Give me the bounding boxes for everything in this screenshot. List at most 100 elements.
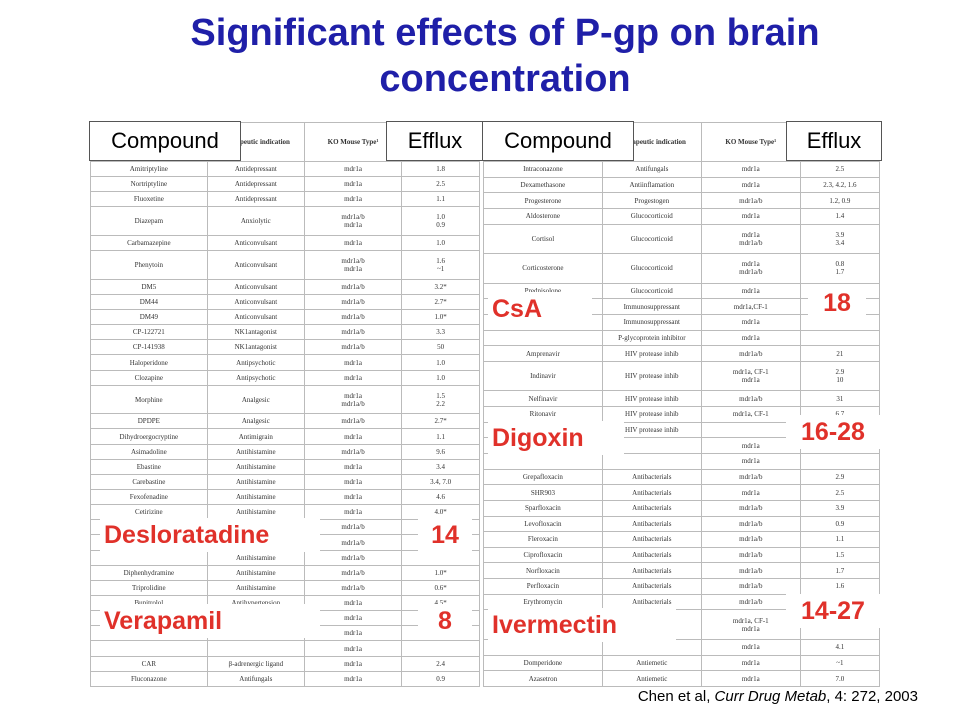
table-row: SHR903 Antibacterials mdr1a 2.5 xyxy=(483,484,881,501)
table-row: mdr1a 4.1 xyxy=(483,638,881,656)
cell: 2.5 xyxy=(799,484,881,501)
cell: Glucocorticoid xyxy=(601,207,702,225)
header-efflux: Efflux xyxy=(386,121,484,161)
cell xyxy=(799,452,881,470)
cell: mdr1a/b xyxy=(700,531,801,548)
cell: HIV protease inhib xyxy=(601,360,702,392)
cell: mdr1a/b xyxy=(303,413,403,430)
cell: Progestogen xyxy=(601,192,702,209)
cell: mdr1a/b xyxy=(700,578,801,595)
cell: 3.9 xyxy=(799,499,881,517)
cell: CAR xyxy=(90,655,208,672)
citation-authors: Chen et al, xyxy=(637,688,715,705)
table-row: Ciprofloxacin Antibacterials mdr1a/b 1.5 xyxy=(483,546,881,564)
cell: mdr1a/b xyxy=(700,345,801,362)
cell: mdr1a xyxy=(700,670,801,687)
cell: mdr1a xyxy=(700,452,801,470)
cell: Ciprofloxacin xyxy=(483,546,603,564)
cell: mdr1a xyxy=(303,354,403,371)
cell: 4.1 xyxy=(799,638,881,656)
cell: Domperidone xyxy=(483,654,603,672)
cell: mdr1a xyxy=(303,160,403,178)
cell: mdr1a xyxy=(700,313,801,331)
cell: mdr1a xyxy=(303,655,403,672)
cell: Corticosterone xyxy=(483,253,603,284)
callout-efflux: 18 xyxy=(808,286,866,320)
left-table: Therapeutic indication KO Mouse Type¹ Amit… xyxy=(90,122,480,688)
cell: Aldosterone xyxy=(483,207,603,225)
cell: Phenytoin xyxy=(90,250,208,280)
cell: mdr1a xyxy=(303,489,403,506)
table-row: Perfloxacin Antibacterials mdr1a/b 1.6 xyxy=(483,578,881,595)
table-row: Morphine Analgesic mdr1a mdr1a/b 1.5 2.2 xyxy=(90,384,480,415)
table-row: Corticosterone Glucocorticoid mdr1a mdr1a/… xyxy=(483,253,881,284)
cell: Analgesic xyxy=(206,413,305,430)
cell: 3.4, 7.0 xyxy=(401,473,480,491)
cell: 1.0 xyxy=(401,369,480,386)
cell: 2.5 xyxy=(401,176,480,193)
table-row: CP-122721 NK1antagonist mdr1a/b 3.3 xyxy=(90,324,480,341)
cell: Antihistamine xyxy=(206,549,305,566)
cell: 0.9 xyxy=(799,515,881,533)
cell: P-glycoprotein inhibitor xyxy=(601,329,702,347)
cell: mdr1a/b xyxy=(303,309,403,326)
cell: Levofloxacin xyxy=(483,515,603,533)
cell: mdr1a xyxy=(303,428,403,445)
cell: Fluconazone xyxy=(90,670,208,688)
table-row: mdr1a xyxy=(483,452,881,470)
cell: 3.3 xyxy=(401,324,480,341)
cell: mdr1a/b mdr1a xyxy=(303,250,403,280)
cell: 1.2, 0.9 xyxy=(799,192,881,209)
table-row: Progesterone Progestogen mdr1a/b 1.2, 0.9 xyxy=(483,192,881,209)
cell: 7.0 xyxy=(799,670,881,687)
cell: Triprolidine xyxy=(90,579,208,597)
cell: mdr1a mdr1a/b xyxy=(700,223,801,255)
cell: Antifungals xyxy=(206,670,305,688)
cell: 1.1 xyxy=(401,191,480,208)
cell: DM44 xyxy=(90,293,208,311)
cell: Fleroxacin xyxy=(483,531,603,548)
table-row: DM49 Anticonvulsant mdr1a/b 1.0* xyxy=(90,309,480,326)
cell: mdr1a xyxy=(700,329,801,347)
cell: mdr1a xyxy=(303,369,403,386)
cell: mdr1a/b xyxy=(700,499,801,517)
cell: 2.4 xyxy=(401,655,480,672)
cell: Anticonvulsant xyxy=(206,309,305,326)
cell xyxy=(601,452,702,470)
cell: 1.4 xyxy=(799,207,881,225)
table-row: Intraconazone Antifungals mdr1a 2.5 xyxy=(483,161,881,178)
cell: 2.7* xyxy=(401,293,480,311)
cell: 1.6 xyxy=(799,578,881,595)
callout-compound: CsA xyxy=(488,292,592,326)
cell: HIV protease inhib xyxy=(601,390,702,408)
cell: Antihistamine xyxy=(206,489,305,506)
cell: Nelfinavir xyxy=(483,390,603,408)
table-row: Dexamethasone Antiinflamation mdr1a 2.3, 4.… xyxy=(483,176,881,194)
cell: Antibacterials xyxy=(601,531,702,548)
cell: CP-122721 xyxy=(90,324,208,341)
callout-efflux: 8 xyxy=(418,604,472,638)
cell: mdr1a xyxy=(303,458,403,475)
citation: Chen et al, Curr Drug Metab, 4: 272, 200… xyxy=(638,688,918,705)
cell: Ebastine xyxy=(90,458,208,475)
cell xyxy=(90,549,208,566)
header-cell: KO Mouse Type¹ xyxy=(700,122,801,162)
table-row: Cortisol Glucocorticoid mdr1a mdr1a/b 3.9 3… xyxy=(483,223,881,255)
cell: 1.6 ~1 xyxy=(401,250,480,280)
cell: mdr1a/b xyxy=(700,515,801,533)
cell: mdr1a xyxy=(303,640,403,657)
cell: mdr1a xyxy=(700,484,801,501)
cell: 1.5 xyxy=(799,546,881,564)
cell: mdr1a/b xyxy=(303,293,403,311)
callout-compound: Digoxin xyxy=(488,421,624,455)
cell: Grepafloxacin xyxy=(483,468,603,486)
cell: mdr1a xyxy=(303,670,403,688)
table-row: CP-141938 NK1antagonist mdr1a/b 50 xyxy=(90,339,480,356)
cell: 2.9 xyxy=(799,468,881,486)
cell xyxy=(799,329,881,347)
cell: Carebastine xyxy=(90,473,208,491)
cell: Antibacterials xyxy=(601,546,702,564)
cell: Indinavir xyxy=(483,360,603,392)
cell: mdr1a/b xyxy=(303,579,403,597)
